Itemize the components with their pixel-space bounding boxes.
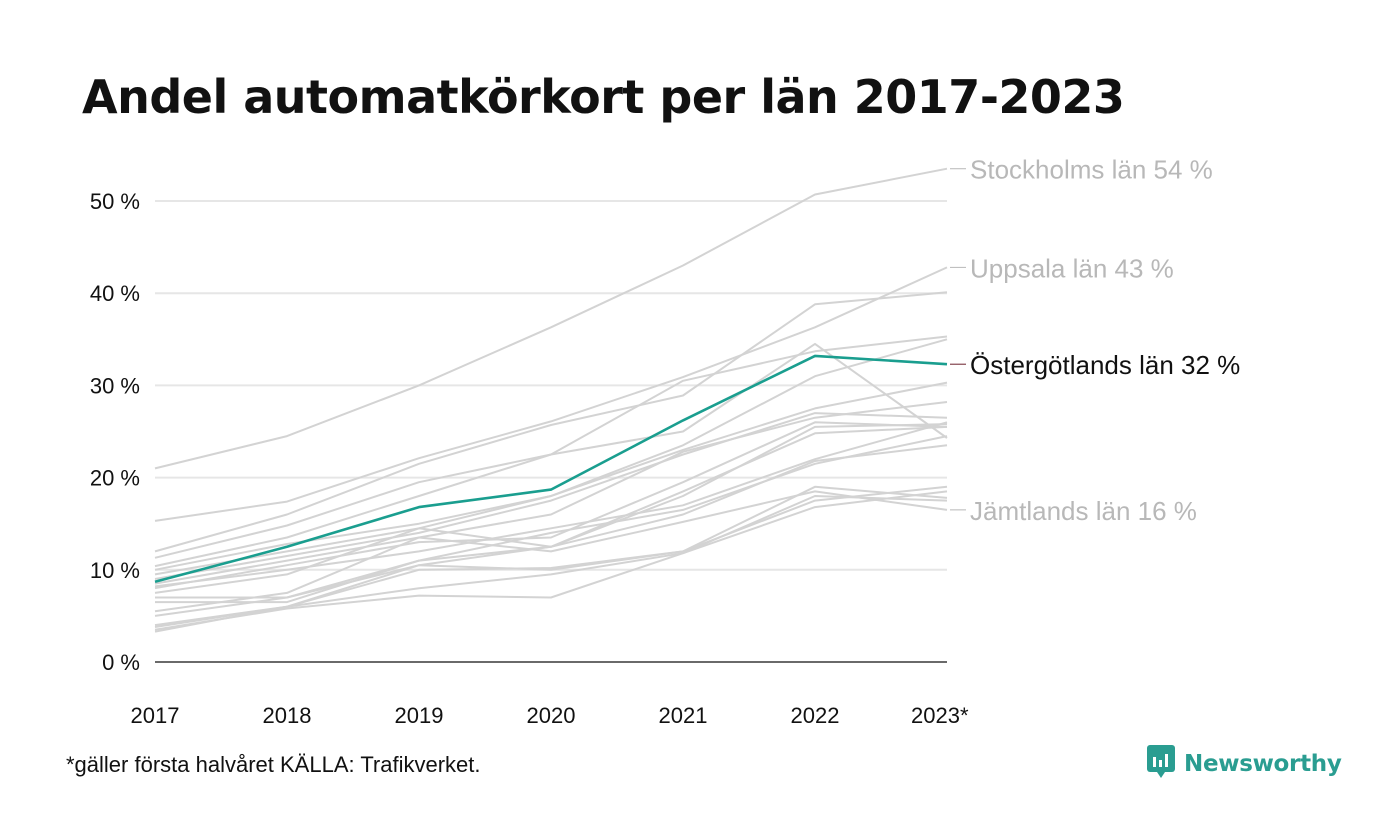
series-line — [154, 490, 948, 631]
series-line — [154, 412, 948, 580]
series-line — [154, 401, 948, 585]
y-tick-label: 50 % — [90, 189, 140, 214]
x-tick-label: 2019 — [395, 703, 444, 728]
x-axis-tick-labels: 2017 2018 2019 2020 2021 2022 2023* — [131, 703, 969, 728]
x-tick-label: 2020 — [527, 703, 576, 728]
y-tick-label: 20 % — [90, 466, 140, 491]
y-tick-label: 0 % — [102, 650, 140, 675]
y-tick-label: 30 % — [90, 373, 140, 398]
series-end-labels: Stockholms län 54 % Uppsala län 43 % Öster… — [950, 155, 1240, 526]
background-series-lines — [154, 167, 948, 633]
series-line — [154, 421, 948, 588]
series-line — [154, 335, 948, 559]
x-tick-label: 2022 — [791, 703, 840, 728]
x-tick-label: 2023* — [911, 703, 969, 728]
series-end-label: Jämtlands län 16 % — [970, 496, 1197, 526]
brand-name: Newsworthy — [1184, 750, 1342, 777]
series-end-label: Stockholms län 54 % — [970, 155, 1213, 185]
newsworthy-logo-icon — [1146, 744, 1176, 783]
y-tick-label: 40 % — [90, 281, 140, 306]
x-tick-label: 2021 — [659, 703, 708, 728]
y-axis-tick-labels: 0 % 10 % 20 % 30 % 40 % 50 % — [90, 189, 140, 675]
series-end-label: Östergötlands län 32 % — [970, 350, 1240, 380]
series-line — [154, 485, 948, 627]
grid-lines — [155, 200, 947, 663]
series-line — [154, 421, 948, 590]
highlighted-series-lines — [154, 354, 948, 584]
series-line — [154, 291, 948, 553]
series-line — [154, 381, 948, 576]
series-line — [155, 435, 948, 604]
footnote: *gäller första halvåret KÄLLA: Trafikver… — [66, 752, 481, 777]
series-line — [154, 342, 948, 568]
brand-logo[interactable]: Newsworthy — [1146, 744, 1342, 783]
chart-title: Andel automatkörkort per län 2017-2023 — [82, 70, 1125, 124]
series-end-label: Uppsala län 43 % — [970, 253, 1174, 283]
series-line — [154, 444, 948, 617]
series-line — [154, 167, 948, 470]
series-line — [154, 495, 948, 628]
series-line-highlighted — [154, 354, 948, 584]
y-tick-label: 10 % — [90, 558, 140, 583]
series-line — [154, 485, 948, 633]
series-line — [154, 266, 948, 522]
x-tick-label: 2017 — [131, 703, 180, 728]
x-tick-label: 2018 — [263, 703, 312, 728]
series-line — [154, 490, 948, 613]
